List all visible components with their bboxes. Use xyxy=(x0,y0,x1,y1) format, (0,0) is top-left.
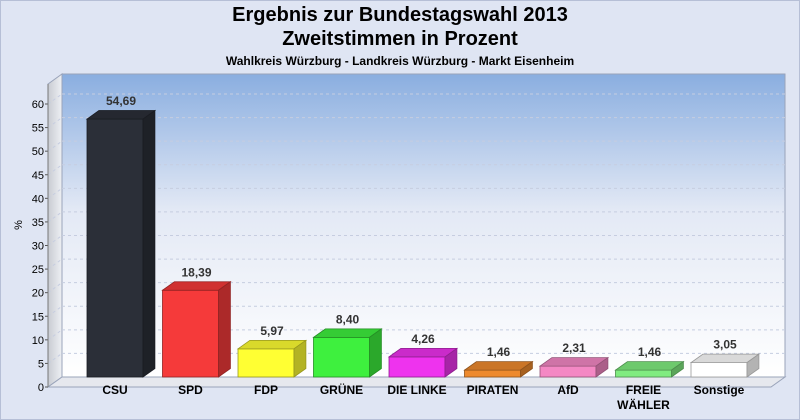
bar-side xyxy=(595,356,609,378)
grid-line-side xyxy=(47,329,63,341)
bar-front xyxy=(388,356,446,378)
y-tick-label: 15 xyxy=(32,311,44,323)
data-label: 4,26 xyxy=(411,332,435,346)
bar-spd xyxy=(161,280,232,378)
bar-afd xyxy=(538,356,610,378)
bar-side xyxy=(218,280,231,378)
x-tick-label-line: PIRATEN xyxy=(467,383,519,397)
bar-front xyxy=(539,365,597,378)
x-tick-label-line: DIE LINKE xyxy=(387,383,446,397)
x-tick-label: AfD xyxy=(557,383,579,397)
chart-subtitle: Wahlkreis Würzburg - Landkreis Würzburg … xyxy=(225,54,575,68)
y-tick-label: 50 xyxy=(32,146,44,158)
x-tick-label-line: GRÜNE xyxy=(320,382,363,397)
x-tick-label: CSU xyxy=(102,383,127,397)
data-label: 18,39 xyxy=(181,265,211,279)
x-tick-label: Sonstige xyxy=(694,383,745,397)
y-tick-label: 0 xyxy=(38,382,44,394)
grid-line-side xyxy=(47,164,63,176)
x-tick-label: DIE LINKE xyxy=(387,383,446,397)
plot-area xyxy=(46,73,787,388)
y-tick-label: 60 xyxy=(32,99,44,111)
bar-die-linke xyxy=(387,347,459,378)
x-tick-label-line: FDP xyxy=(254,383,278,397)
y-tick-label: 45 xyxy=(32,170,44,182)
x-tick-label: GRÜNE xyxy=(320,382,363,397)
bars xyxy=(85,109,761,378)
y-tick-label: 55 xyxy=(32,123,44,135)
x-tick-label: FREIE WÄHLER xyxy=(617,383,670,412)
y-tick-label: 10 xyxy=(32,335,44,347)
data-label: 54,69 xyxy=(106,94,136,108)
x-tick-label: FDP xyxy=(254,383,278,397)
x-tick-label-line: AfD xyxy=(557,383,579,397)
x-tick-label: SPD xyxy=(178,383,203,397)
grid-line-side xyxy=(47,353,63,364)
grid-line-side xyxy=(47,305,63,317)
grid-line-side xyxy=(47,282,63,294)
x-tick-label-line: FREIE xyxy=(626,383,661,397)
bar-side xyxy=(142,109,156,378)
x-tick-label-line: Sonstige xyxy=(694,383,745,397)
bar-side xyxy=(369,328,382,378)
plot-side-wall xyxy=(47,73,63,388)
grid-line-side xyxy=(47,211,63,223)
labels: 0 5 10 15 20 25 30 35 40 45 50 55 60% 54,69 CSU 18,39 SP… xyxy=(13,94,745,412)
chart-title: Ergebnis zur Bundestagswahl 2013 xyxy=(232,4,568,26)
bar-front xyxy=(237,348,295,378)
bar-front xyxy=(615,369,672,378)
y-tick-label: 25 xyxy=(32,264,44,276)
grid-line-side xyxy=(47,235,63,246)
bar-freie-wähler xyxy=(614,360,685,378)
x-tick-label-line: CSU xyxy=(102,383,127,397)
bar-fdp xyxy=(236,339,308,378)
bar-side xyxy=(293,339,307,378)
x-tick-label-line: WÄHLER xyxy=(617,397,670,412)
data-label: 3,05 xyxy=(713,338,737,352)
grid-line-side xyxy=(47,258,63,270)
chart-title-line-2: Zweitstimmen in Prozent xyxy=(282,28,518,50)
x-tick-label-line: SPD xyxy=(178,383,203,397)
axes xyxy=(45,84,49,388)
data-label: 2,31 xyxy=(562,341,586,355)
bar-side xyxy=(746,353,760,378)
grid-line-side xyxy=(47,187,63,199)
y-tick-label: 35 xyxy=(32,217,44,229)
bar-front xyxy=(162,289,219,378)
bar-side xyxy=(444,347,458,378)
grid-line-side xyxy=(47,117,63,128)
bar-sonstige xyxy=(689,353,761,378)
bar-grüne xyxy=(312,328,383,378)
data-label: 1,46 xyxy=(487,345,511,359)
plot-floor xyxy=(46,376,787,388)
bar-piraten xyxy=(463,360,534,378)
grid-line-side xyxy=(47,140,63,152)
bar-csu xyxy=(85,109,157,378)
data-label: 8,40 xyxy=(336,312,360,326)
y-tick-label: 30 xyxy=(32,241,44,253)
y-tick-label: 20 xyxy=(32,288,44,300)
bar-side xyxy=(520,360,533,378)
bar-side xyxy=(671,360,684,378)
bar-front xyxy=(313,336,370,378)
data-label: 5,97 xyxy=(260,324,284,338)
y-tick-label: 5 xyxy=(38,358,44,370)
grid-line-side xyxy=(47,93,63,105)
bar-front xyxy=(464,369,521,378)
y-tick-label: 40 xyxy=(32,193,44,205)
data-label: 1,46 xyxy=(638,345,662,359)
bar-front xyxy=(86,118,144,378)
y-axis-label: % xyxy=(13,220,25,230)
bar-front xyxy=(690,362,748,378)
x-tick-label: PIRATEN xyxy=(467,383,519,397)
